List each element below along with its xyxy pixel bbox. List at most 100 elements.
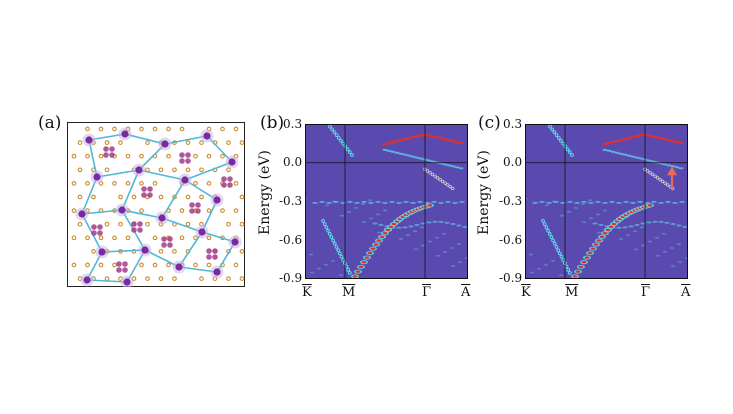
upper-band-2 bbox=[386, 149, 392, 152]
upper-band-2 bbox=[402, 153, 408, 156]
flat-band bbox=[403, 200, 409, 203]
upper-band-2 bbox=[630, 155, 636, 158]
upper-band-2 bbox=[666, 164, 672, 167]
small-atom bbox=[91, 249, 96, 254]
flat-band bbox=[630, 201, 636, 204]
spectral-speckle bbox=[587, 199, 593, 202]
small-atom bbox=[226, 140, 231, 145]
upper-k-branch bbox=[561, 141, 566, 146]
cluster-lobe bbox=[147, 186, 153, 192]
spectral-speckle bbox=[376, 231, 382, 234]
bond bbox=[124, 133, 166, 145]
upper-k-branch bbox=[332, 130, 337, 135]
main-band bbox=[602, 232, 608, 235]
main-band bbox=[352, 275, 358, 278]
cluster-lobe bbox=[195, 208, 201, 214]
small-atom bbox=[185, 221, 191, 227]
main-band bbox=[370, 247, 376, 250]
flat-band bbox=[616, 201, 622, 204]
flat-band bbox=[644, 201, 650, 204]
dotted-branch bbox=[665, 183, 670, 187]
spectral-speckle bbox=[647, 240, 653, 243]
cluster-lobe bbox=[227, 176, 233, 182]
band-segment bbox=[634, 224, 640, 227]
spectral-speckle bbox=[544, 204, 550, 207]
spectral-speckle bbox=[323, 263, 329, 266]
bond bbox=[101, 249, 146, 253]
flat-band bbox=[665, 200, 671, 203]
ytick-b-4: -0.9 bbox=[279, 271, 303, 285]
k-branch bbox=[326, 228, 330, 233]
large-atom bbox=[78, 210, 86, 218]
small-atom bbox=[139, 153, 144, 159]
small-atom bbox=[98, 262, 104, 268]
small-atom bbox=[77, 140, 83, 145]
large-atom bbox=[158, 214, 166, 222]
spectral-speckle bbox=[559, 214, 565, 217]
small-atom bbox=[77, 167, 83, 173]
flat-band bbox=[354, 201, 360, 204]
cluster-lobe bbox=[185, 158, 191, 164]
large-atom bbox=[198, 228, 206, 236]
flat-band bbox=[679, 200, 685, 203]
small-atom bbox=[71, 153, 77, 159]
ytick-c-2: -0.3 bbox=[499, 194, 523, 208]
flat-band bbox=[658, 201, 664, 204]
k-branch bbox=[331, 238, 335, 243]
ytick-b-1: 0.0 bbox=[283, 155, 303, 169]
spectral-speckle bbox=[581, 221, 587, 224]
upper-k-branch bbox=[330, 127, 335, 132]
small-atom bbox=[98, 126, 104, 132]
flat-band bbox=[438, 201, 444, 204]
spectral-speckle bbox=[375, 213, 381, 216]
small-atom bbox=[199, 194, 204, 200]
upper-band-2 bbox=[410, 155, 416, 158]
spectral-speckle bbox=[558, 274, 564, 277]
spectral-speckle bbox=[338, 274, 344, 277]
ytick-b-2: -0.3 bbox=[279, 194, 303, 208]
spectral-speckle bbox=[596, 231, 602, 234]
small-atom bbox=[158, 276, 164, 281]
flat-band bbox=[602, 201, 608, 204]
ytick-b-0: 0.3 bbox=[283, 117, 303, 131]
k-branch bbox=[336, 248, 340, 253]
upper-k-branch bbox=[554, 133, 559, 137]
small-atom bbox=[220, 153, 225, 159]
small-atom bbox=[166, 153, 171, 159]
spectral-speckle bbox=[633, 248, 639, 251]
band-segment bbox=[598, 223, 604, 226]
flat-band bbox=[382, 201, 388, 204]
main-band bbox=[355, 270, 361, 273]
main-band bbox=[596, 239, 602, 242]
flat-band bbox=[581, 200, 587, 203]
band-segment bbox=[658, 220, 664, 223]
flat-band bbox=[553, 200, 559, 203]
dotted-branch bbox=[443, 181, 447, 185]
small-atom bbox=[226, 276, 231, 281]
spectral-speckle bbox=[441, 232, 447, 235]
panel-label-a: (a) bbox=[38, 113, 62, 133]
flat-band bbox=[459, 200, 465, 203]
cluster-lobe bbox=[103, 146, 109, 152]
main-band bbox=[364, 256, 370, 259]
xtick-b-A: A bbox=[461, 285, 471, 300]
spectral-speckle bbox=[309, 271, 315, 274]
small-atom bbox=[158, 249, 164, 254]
band-segment bbox=[664, 221, 670, 224]
dotted-branch bbox=[648, 170, 652, 175]
dotted-branch bbox=[425, 169, 430, 173]
small-atom bbox=[91, 194, 96, 200]
xtick-b-M: M bbox=[342, 285, 356, 300]
small-atom bbox=[139, 208, 144, 213]
small-atom bbox=[206, 153, 212, 159]
small-atom bbox=[77, 194, 83, 200]
large-atom bbox=[203, 132, 211, 140]
small-atom bbox=[206, 208, 212, 213]
band-segment bbox=[592, 222, 598, 225]
k-branch bbox=[341, 258, 346, 262]
large-atom bbox=[231, 238, 239, 246]
spectral-speckle bbox=[661, 232, 667, 235]
small-atom bbox=[220, 126, 225, 132]
upper-band-2 bbox=[454, 166, 460, 169]
main-band bbox=[590, 247, 596, 250]
